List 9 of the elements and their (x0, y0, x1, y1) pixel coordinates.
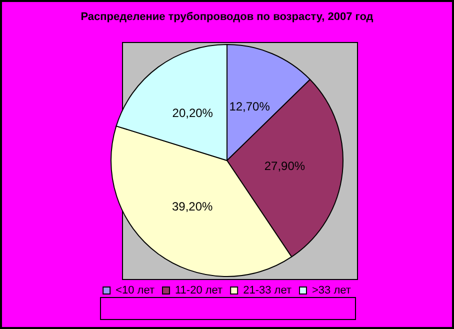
legend-label: >33 лет (312, 284, 351, 297)
legend-label: 21-33 лет (243, 284, 292, 297)
data-label: 12,70% (229, 99, 270, 114)
data-label: 39,20% (172, 199, 213, 214)
chart-title: Распределение трубопроводов по возрасту, 2007 год (80, 10, 374, 25)
legend-label: <10 лет (116, 284, 155, 297)
legend-label: 11-20 лет (175, 284, 223, 297)
data-label: 27,90% (264, 158, 306, 173)
data-label: 20,20% (172, 106, 214, 120)
